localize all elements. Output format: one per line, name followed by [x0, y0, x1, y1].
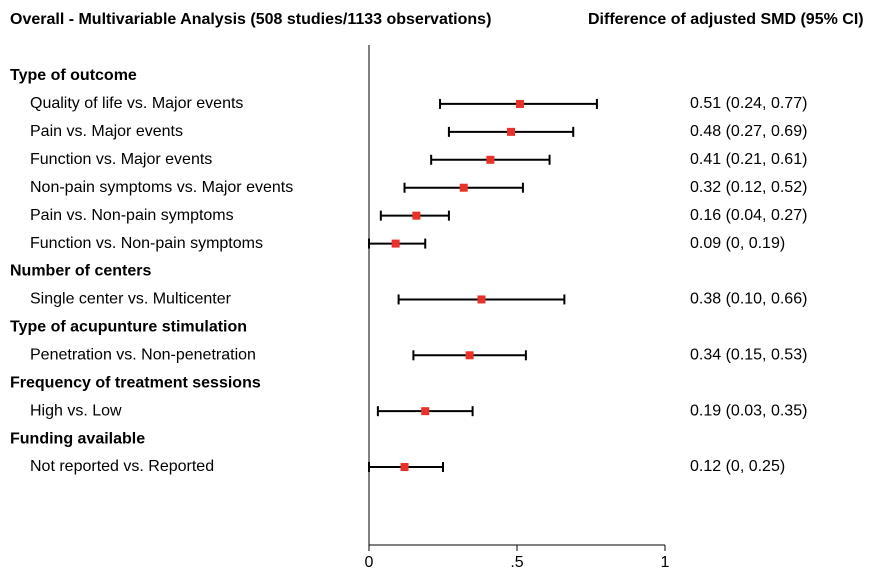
estimate-marker	[515, 99, 524, 108]
estimate-marker	[477, 295, 486, 304]
row-label: Non-pain symptoms vs. Major events	[30, 179, 293, 196]
value-label: 0.48 (0.27, 0.69)	[690, 123, 807, 140]
group-label: Frequency of treatment sessions	[10, 374, 261, 391]
group-label: Type of acupunture stimulation	[10, 319, 247, 336]
estimate-marker	[421, 407, 430, 416]
row-label: Function vs. Non-pain symptoms	[30, 235, 263, 252]
value-label: 0.34 (0.15, 0.53)	[690, 347, 807, 364]
value-label: 0.38 (0.10, 0.66)	[690, 291, 807, 308]
column-title: Difference of adjusted SMD (95% CI)	[588, 11, 864, 28]
group-label: Type of outcome	[10, 67, 137, 84]
x-tick-label: .5	[510, 554, 523, 570]
value-label: 0.12 (0, 0.25)	[690, 458, 785, 475]
value-label: 0.16 (0.04, 0.27)	[690, 207, 807, 224]
row-label: Pain vs. Non-pain symptoms	[30, 207, 234, 224]
estimate-marker	[465, 351, 474, 360]
row-label: Penetration vs. Non-penetration	[30, 347, 256, 364]
estimate-marker	[459, 183, 468, 192]
value-label: 0.09 (0, 0.19)	[690, 235, 785, 252]
row-label: Quality of life vs. Major events	[30, 95, 243, 112]
row-label: Function vs. Major events	[30, 151, 212, 168]
estimate-marker	[391, 239, 400, 248]
chart-title: Overall - Multivariable Analysis (508 st…	[10, 11, 491, 28]
value-label: 0.51 (0.24, 0.77)	[690, 95, 807, 112]
estimate-marker	[507, 127, 516, 136]
row-label: Pain vs. Major events	[30, 123, 183, 140]
estimate-marker	[486, 155, 495, 164]
row-label: Not reported vs. Reported	[30, 458, 214, 475]
row-label: Single center vs. Multicenter	[30, 291, 232, 308]
value-label: 0.19 (0.03, 0.35)	[690, 402, 807, 419]
row-label: High vs. Low	[30, 402, 122, 419]
group-label: Funding available	[10, 430, 145, 447]
x-tick-label: 0	[365, 554, 374, 570]
x-tick-label: 1	[661, 554, 670, 570]
estimate-marker	[400, 463, 409, 472]
value-label: 0.41 (0.21, 0.61)	[690, 151, 807, 168]
group-label: Number of centers	[10, 263, 151, 280]
estimate-marker	[412, 211, 421, 220]
value-label: 0.32 (0.12, 0.52)	[690, 179, 807, 196]
